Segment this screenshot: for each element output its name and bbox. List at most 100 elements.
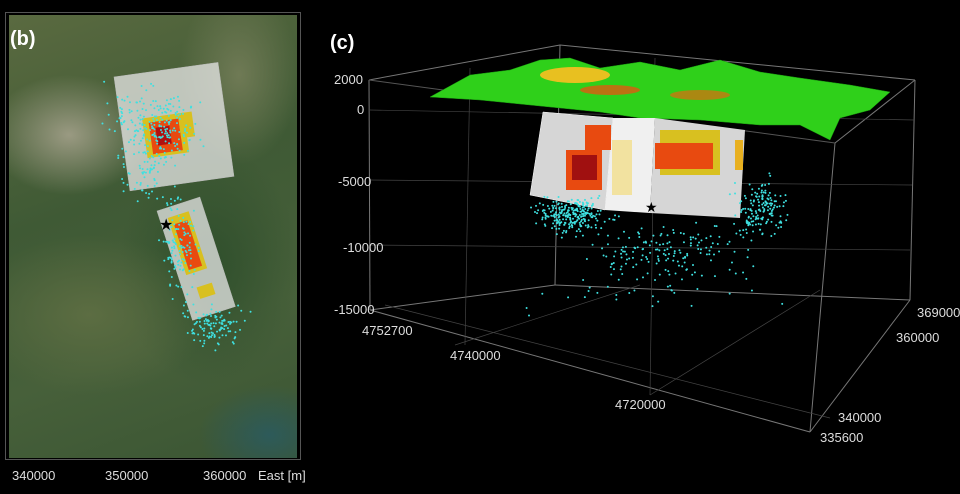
seismic-event xyxy=(117,156,120,159)
seismic-event xyxy=(165,240,168,243)
seismic-event xyxy=(574,201,577,204)
seismic-event xyxy=(155,118,158,121)
seismic-event xyxy=(152,100,155,103)
depth-tick: -15000 xyxy=(334,302,375,317)
seismic-event xyxy=(158,121,161,124)
seismic-event xyxy=(705,253,708,256)
seismic-event xyxy=(649,251,652,254)
seismic-event xyxy=(180,246,183,249)
seismic-event xyxy=(764,191,767,194)
seismic-event xyxy=(655,262,658,265)
seismic-event xyxy=(728,292,731,295)
seismic-event xyxy=(562,208,565,211)
seismic-event xyxy=(135,101,138,104)
seismic-event xyxy=(191,328,194,331)
seismic-event xyxy=(718,235,721,238)
seismic-event xyxy=(120,123,123,126)
seismic-event xyxy=(161,135,164,138)
seismic-event xyxy=(684,256,687,259)
seismic-event xyxy=(555,222,558,225)
seismic-event xyxy=(182,133,185,136)
seismic-event xyxy=(183,231,186,234)
seismic-event xyxy=(767,182,770,185)
seismic-event xyxy=(775,224,778,227)
seismic-event xyxy=(579,225,582,228)
seismic-event xyxy=(174,254,177,257)
seismic-event xyxy=(163,259,166,262)
seismic-event xyxy=(127,141,130,144)
seismic-event xyxy=(773,200,776,203)
seismic-event xyxy=(613,218,616,221)
seismic-event xyxy=(189,252,192,255)
seismic-event xyxy=(620,265,623,268)
seismic-event xyxy=(651,295,654,298)
seismic-event xyxy=(170,252,173,255)
seismic-event xyxy=(757,201,760,204)
seismic-event xyxy=(610,273,613,276)
seismic-event xyxy=(560,205,563,208)
seismic-event xyxy=(672,254,675,257)
seismic-event xyxy=(590,216,593,219)
seismic-event xyxy=(163,156,166,159)
slip-low xyxy=(735,140,743,170)
seismic-event xyxy=(231,341,234,344)
seismic-event xyxy=(782,205,785,208)
seismic-event xyxy=(761,206,764,209)
seismic-event xyxy=(550,214,553,217)
seismic-event xyxy=(150,82,153,85)
seismic-event xyxy=(218,310,221,313)
seismic-event xyxy=(155,136,158,139)
seismic-event xyxy=(160,147,163,150)
seismic-event xyxy=(117,154,120,157)
seismic-event xyxy=(199,316,202,319)
seismic-event xyxy=(173,223,176,226)
seismic-event xyxy=(613,255,616,258)
seismic-event xyxy=(695,221,698,224)
seismic-event xyxy=(766,197,769,200)
seismic-event xyxy=(186,309,189,312)
seismic-event xyxy=(181,112,184,115)
seismic-event xyxy=(754,191,757,194)
terrain-peak xyxy=(540,67,610,83)
seismic-event xyxy=(553,213,556,216)
seismic-event xyxy=(170,156,173,159)
seismic-event xyxy=(207,320,210,323)
seismic-event xyxy=(699,248,702,251)
seismic-event xyxy=(558,223,561,226)
seismic-event xyxy=(184,262,187,265)
seismic-event xyxy=(718,250,721,253)
seismic-event xyxy=(176,116,179,119)
seismic-event xyxy=(715,225,718,228)
seismic-event xyxy=(212,332,215,335)
seismic-event xyxy=(216,342,219,345)
seismic-event xyxy=(760,191,763,194)
seismic-event xyxy=(227,330,230,333)
seismic-event xyxy=(592,214,595,217)
seismic-event xyxy=(705,246,708,249)
seismic-event xyxy=(544,214,547,217)
seismic-event xyxy=(186,293,189,296)
seismic-event xyxy=(165,202,168,205)
seismic-event xyxy=(581,221,584,224)
seismic-event xyxy=(657,257,660,260)
seismic-event xyxy=(169,207,172,210)
seismic-event xyxy=(207,336,210,339)
seismic-event xyxy=(553,215,556,218)
seismic-event xyxy=(749,208,752,211)
seismic-event xyxy=(132,139,135,142)
seismic-event xyxy=(734,272,737,275)
seismic-event xyxy=(182,312,185,315)
seismic-event xyxy=(567,296,570,299)
seismic-event xyxy=(657,259,660,262)
seismic-event xyxy=(735,232,738,235)
seismic-event xyxy=(663,249,666,252)
satellite-map: ★ xyxy=(9,15,297,458)
seismic-event xyxy=(151,125,154,128)
seismic-event xyxy=(654,248,657,251)
seismic-event xyxy=(195,320,198,323)
seismic-event xyxy=(106,102,109,105)
seismic-event xyxy=(203,342,206,345)
seismic-event xyxy=(696,288,699,291)
seismic-event xyxy=(183,234,186,237)
seismic-event xyxy=(220,314,223,317)
